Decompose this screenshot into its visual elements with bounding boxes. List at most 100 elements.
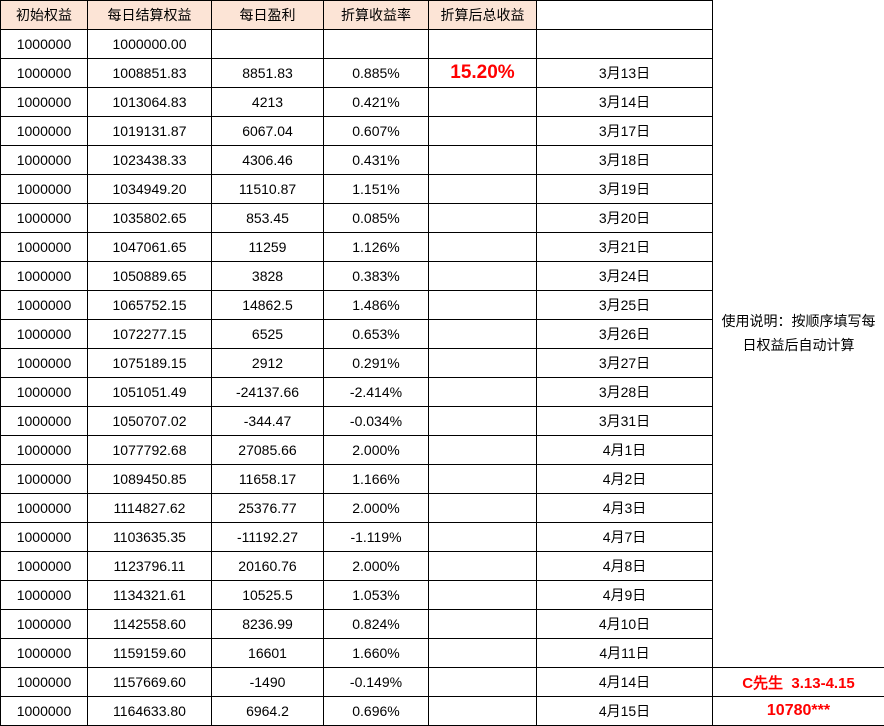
cell-equity[interactable]: 1050707.02: [87, 406, 212, 436]
col-header-total-converted-return[interactable]: 折算后总收益: [428, 0, 537, 30]
cell-equity[interactable]: 1035802.65: [87, 203, 212, 233]
cell-date[interactable]: 3月20日: [536, 203, 713, 233]
cell-profit[interactable]: 8236.99: [211, 609, 324, 639]
cell-date[interactable]: 4月11日: [536, 638, 713, 668]
cell-profit[interactable]: 4306.46: [211, 145, 324, 175]
cell-date[interactable]: 3月14日: [536, 87, 713, 117]
cell-rate[interactable]: -1.119%: [323, 522, 429, 552]
cell-equity[interactable]: 1051051.49: [87, 377, 212, 407]
cell-equity[interactable]: 1008851.83: [87, 58, 212, 88]
cell-rate[interactable]: 0.696%: [323, 696, 429, 726]
cell-total[interactable]: [428, 232, 537, 262]
cell-rate[interactable]: -0.034%: [323, 406, 429, 436]
cell-date[interactable]: 4月9日: [536, 580, 713, 610]
cell-date[interactable]: 4月1日: [536, 435, 713, 465]
cell-profit[interactable]: 8851.83: [211, 58, 324, 88]
cell-rate[interactable]: 0.607%: [323, 116, 429, 146]
col-header-daily-settlement-equity[interactable]: 每日结算权益: [87, 0, 212, 30]
cell-equity[interactable]: 1034949.20: [87, 174, 212, 204]
cell-rate[interactable]: 0.885%: [323, 58, 429, 88]
footer-amount-cell[interactable]: 10780***: [712, 696, 884, 726]
cell-initial[interactable]: 1000000: [0, 145, 88, 175]
cell-initial[interactable]: 1000000: [0, 203, 88, 233]
cell-total[interactable]: [428, 87, 537, 117]
cell-initial[interactable]: 1000000: [0, 377, 88, 407]
cell-date[interactable]: 4月14日: [536, 667, 713, 697]
cell-date[interactable]: 3月13日: [536, 58, 713, 88]
cell-rate[interactable]: 0.653%: [323, 319, 429, 349]
cell-rate[interactable]: 0.291%: [323, 348, 429, 378]
cell-equity[interactable]: 1075189.15: [87, 348, 212, 378]
cell-equity[interactable]: 1013064.83: [87, 87, 212, 117]
cell-rate[interactable]: 1.660%: [323, 638, 429, 668]
cell-rate[interactable]: 0.431%: [323, 145, 429, 175]
cell-rate[interactable]: 1.166%: [323, 464, 429, 494]
cell-profit[interactable]: 853.45: [211, 203, 324, 233]
cell-total[interactable]: [428, 696, 537, 726]
cell-initial[interactable]: 1000000: [0, 522, 88, 552]
cell-profit[interactable]: 25376.77: [211, 493, 324, 523]
cell-initial[interactable]: 1000000: [0, 667, 88, 697]
cell-equity[interactable]: 1000000.00: [87, 29, 212, 59]
cell-date[interactable]: 4月3日: [536, 493, 713, 523]
cell-total[interactable]: [428, 464, 537, 494]
cell-rate[interactable]: 0.421%: [323, 87, 429, 117]
cell-equity[interactable]: 1142558.60: [87, 609, 212, 639]
cell-total[interactable]: [428, 377, 537, 407]
cell-profit[interactable]: 10525.5: [211, 580, 324, 610]
cell-initial[interactable]: 1000000: [0, 435, 88, 465]
cell-rate[interactable]: 2.000%: [323, 493, 429, 523]
cell-profit[interactable]: 14862.5: [211, 290, 324, 320]
cell-initial[interactable]: 1000000: [0, 87, 88, 117]
cell-initial[interactable]: 1000000: [0, 261, 88, 291]
col-header-date[interactable]: [536, 0, 713, 30]
cell-total[interactable]: [428, 609, 537, 639]
cell-equity[interactable]: 1065752.15: [87, 290, 212, 320]
cell-initial[interactable]: 1000000: [0, 232, 88, 262]
col-header-daily-profit[interactable]: 每日盈利: [211, 0, 324, 30]
cell-profit[interactable]: 6067.04: [211, 116, 324, 146]
cell-date[interactable]: 3月24日: [536, 261, 713, 291]
cell-rate[interactable]: -2.414%: [323, 377, 429, 407]
cell-profit[interactable]: 4213: [211, 87, 324, 117]
cell-date[interactable]: 3月27日: [536, 348, 713, 378]
cell-initial[interactable]: 1000000: [0, 551, 88, 581]
cell-equity[interactable]: 1159159.60: [87, 638, 212, 668]
cell-initial[interactable]: 1000000: [0, 696, 88, 726]
cell-date[interactable]: 4月10日: [536, 609, 713, 639]
cell-initial[interactable]: 1000000: [0, 290, 88, 320]
cell-equity[interactable]: 1047061.65: [87, 232, 212, 262]
cell-initial[interactable]: 1000000: [0, 29, 88, 59]
cell-initial[interactable]: 1000000: [0, 580, 88, 610]
cell-total[interactable]: [428, 203, 537, 233]
cell-equity[interactable]: 1164633.80: [87, 696, 212, 726]
cell-equity[interactable]: 1123796.11: [87, 551, 212, 581]
col-header-initial-equity[interactable]: 初始权益: [0, 0, 88, 30]
cell-date[interactable]: 3月26日: [536, 319, 713, 349]
cell-profit[interactable]: 16601: [211, 638, 324, 668]
cell-total[interactable]: [428, 145, 537, 175]
cell-date[interactable]: 3月21日: [536, 232, 713, 262]
cell-initial[interactable]: 1000000: [0, 348, 88, 378]
cell-profit[interactable]: -1490: [211, 667, 324, 697]
cell-profit[interactable]: -11192.27: [211, 522, 324, 552]
cell-total[interactable]: [428, 261, 537, 291]
cell-date[interactable]: 3月19日: [536, 174, 713, 204]
cell-date[interactable]: 4月2日: [536, 464, 713, 494]
footer-account-label-cell[interactable]: C先生 3.13-4.15: [712, 667, 884, 697]
cell-total[interactable]: [428, 638, 537, 668]
cell-date[interactable]: 4月15日: [536, 696, 713, 726]
cell-rate[interactable]: 2.000%: [323, 435, 429, 465]
cell-total[interactable]: [428, 667, 537, 697]
cell-date[interactable]: [536, 29, 713, 59]
cell-total[interactable]: [428, 580, 537, 610]
cell-profit[interactable]: 11658.17: [211, 464, 324, 494]
cell-total[interactable]: [428, 290, 537, 320]
cell-profit[interactable]: 11510.87: [211, 174, 324, 204]
cell-initial[interactable]: 1000000: [0, 609, 88, 639]
cell-initial[interactable]: 1000000: [0, 464, 88, 494]
cell-total[interactable]: [428, 348, 537, 378]
cell-rate[interactable]: 0.085%: [323, 203, 429, 233]
cell-profit[interactable]: -24137.66: [211, 377, 324, 407]
cell-total[interactable]: [428, 174, 537, 204]
